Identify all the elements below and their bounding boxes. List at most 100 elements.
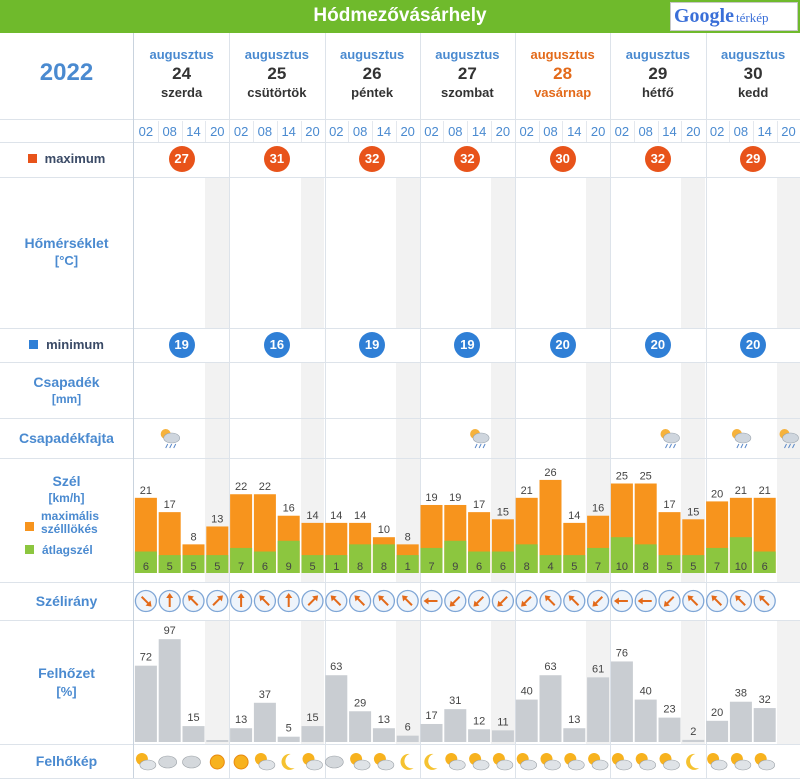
hour-label: 02 — [515, 122, 538, 142]
day-month: augusztus — [515, 47, 610, 62]
wind-avg-value: 6 — [143, 561, 149, 573]
cloud-part — [735, 760, 751, 770]
wind-direction-icon — [183, 591, 204, 612]
hour-label: 20 — [301, 122, 324, 142]
cloud-part — [259, 760, 275, 770]
cloud-image-row — [0, 744, 800, 778]
wind-gust-value: 14 — [306, 510, 318, 522]
cloud-part — [735, 433, 751, 443]
hour-divider — [681, 121, 682, 142]
cloud-part — [521, 760, 537, 770]
maximum-text: maximum — [45, 151, 106, 166]
map-button-label: térkép — [736, 10, 768, 25]
precip-chart: 0.70.90.70.90.6 — [0, 362, 800, 418]
partly-cloudy-icon — [445, 753, 465, 770]
wind-direction-icon — [540, 591, 561, 612]
wind-gust-value: 17 — [473, 499, 485, 511]
hour-label: 14 — [468, 122, 491, 142]
hour-divider — [158, 121, 159, 142]
cloud-cover-value: 12 — [473, 715, 485, 727]
partly-cloudy-icon — [136, 753, 156, 770]
day-month: augusztus — [420, 47, 515, 62]
cloud-cover-value: 20 — [711, 707, 723, 719]
wind-avg-value: 10 — [735, 561, 747, 573]
wind-direction-icon — [588, 591, 609, 612]
hour-label: 08 — [539, 122, 562, 142]
cloud-cover-value: 5 — [286, 723, 292, 735]
hour-label: 02 — [325, 122, 348, 142]
rain-cloud-icon — [661, 429, 680, 448]
hour-label: 08 — [634, 122, 657, 142]
hour-divider — [491, 121, 492, 142]
wind-gust-value: 13 — [211, 513, 223, 525]
wind-gust-value: 19 — [449, 492, 461, 504]
min-temp-badge: 20 — [740, 332, 766, 358]
wind-direction-icon — [469, 591, 490, 612]
cloud-cover-value: 23 — [663, 704, 675, 716]
cloud-cover-value: 97 — [164, 625, 176, 637]
hour-divider — [443, 121, 444, 142]
wind-direction-icon — [730, 591, 751, 612]
wind-direction-icon — [564, 591, 585, 612]
cloud-cover-bar — [611, 661, 633, 742]
cloud-cover-bar — [230, 728, 252, 742]
hour-label: 02 — [230, 122, 253, 142]
hour-label: 20 — [587, 122, 610, 142]
wind-avg-value: 8 — [381, 561, 387, 573]
wind-avg-value: 5 — [309, 561, 315, 573]
wind-avg-value: 7 — [595, 561, 601, 573]
wind-gust-value: 22 — [235, 481, 247, 493]
hour-label: 02 — [706, 122, 729, 142]
wind-direction-icon — [421, 591, 442, 612]
wind-gust-value: 16 — [283, 503, 295, 515]
cloud-part — [545, 760, 561, 770]
moon-shape — [424, 754, 437, 770]
wind-direction-icon — [492, 591, 513, 612]
wind-gust-value: 17 — [164, 499, 176, 511]
wind-avg-value: 7 — [428, 561, 434, 573]
wind-direction-icon — [254, 591, 275, 612]
cloud-cover-bar — [302, 726, 324, 742]
partly-cloudy-icon — [660, 753, 680, 770]
day-month: augusztus — [610, 47, 705, 62]
hour-label: 14 — [277, 122, 300, 142]
hour-divider — [729, 121, 730, 142]
cloud-cover-value: 6 — [405, 722, 411, 734]
wind-avg-value: 7 — [714, 561, 720, 573]
rain-cloud-icon — [161, 429, 180, 448]
cloud-cover-value: 13 — [378, 714, 390, 726]
hour-divider — [253, 121, 254, 142]
hour-label: 02 — [420, 122, 443, 142]
hour-label: 08 — [349, 122, 372, 142]
max-temp-badge: 32 — [359, 146, 385, 172]
cloud-cover-bar — [492, 730, 514, 742]
wind-direction-icon — [326, 591, 347, 612]
max-square-icon — [28, 154, 37, 163]
hour-divider — [396, 121, 397, 142]
moon-icon — [401, 754, 414, 770]
hour-label: 14 — [658, 122, 681, 142]
cloud-icon — [183, 756, 201, 768]
rain-drops — [737, 444, 747, 448]
cloud-cover-bar — [635, 700, 657, 742]
cloud-cover-value: 2 — [690, 726, 696, 738]
hour-divider — [348, 121, 349, 142]
hour-divider — [277, 121, 278, 142]
hour-divider — [562, 121, 563, 142]
wind-gust-value: 17 — [663, 499, 675, 511]
hour-divider — [301, 121, 302, 142]
wind-direction-icon — [707, 591, 728, 612]
day-date: 29 — [610, 64, 705, 84]
cloud-cover-value: 61 — [592, 663, 604, 675]
cloud-cover-bar — [397, 736, 419, 742]
wind-direction-icon — [683, 591, 704, 612]
